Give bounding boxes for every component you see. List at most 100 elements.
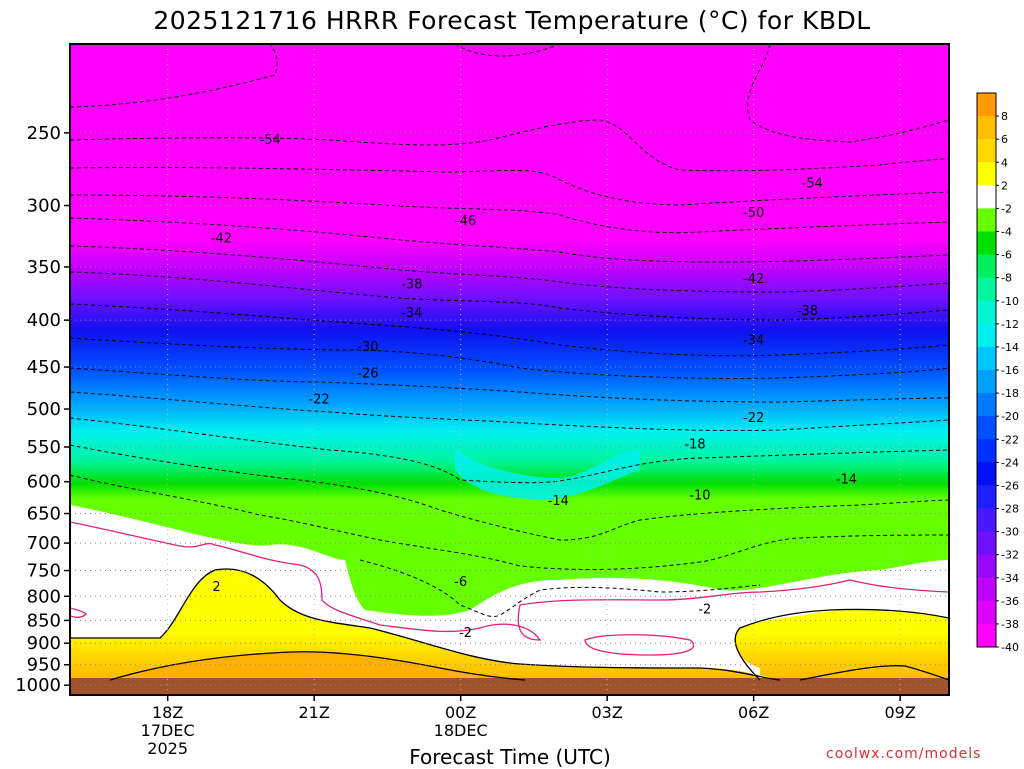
y-tick-label: 900: [27, 633, 61, 654]
warm-contour-line: [734, 608, 949, 681]
contour-line: [747, 44, 949, 143]
contour-label: 2: [212, 580, 220, 595]
colorbar-label: -40: [1001, 641, 1019, 654]
y-tick-label: 550: [27, 437, 61, 458]
contour-label: -22: [308, 393, 329, 408]
colorbar-label: -4: [1001, 226, 1012, 239]
contour-label: -2: [698, 603, 711, 618]
contour-label: -54: [260, 133, 281, 148]
colorbar-label: -26: [1001, 479, 1019, 492]
x-tick-label: 09Z: [885, 703, 916, 722]
contour-line: [70, 119, 949, 172]
colorbar-swatch: [977, 185, 996, 209]
x-tick-sublabel: 17DEC: [141, 721, 195, 740]
contour-line: [70, 245, 949, 293]
colorbar-label: -30: [1001, 526, 1019, 539]
warm-contour-line: [799, 665, 949, 681]
contour-line: [70, 166, 949, 206]
contour-label: -50: [743, 206, 764, 221]
y-tick-label: 300: [27, 196, 61, 217]
y-tick-label: 700: [27, 533, 61, 554]
colorbar-swatch: [977, 323, 996, 348]
colorbar-label: -2: [1001, 202, 1012, 215]
colorbar-label: -14: [1001, 341, 1019, 354]
contour-line: [70, 367, 949, 403]
y-tick-label: 500: [27, 399, 61, 420]
colorbar-swatch: [977, 393, 996, 417]
colorbar-swatch: [977, 416, 996, 440]
colorbar-label: 4: [1001, 156, 1008, 169]
colorbar-swatch: [977, 623, 996, 648]
ground-strip: [70, 678, 949, 695]
contour-label: -38: [401, 278, 422, 293]
credit-link[interactable]: coolwx.com/models: [826, 746, 982, 762]
plot-frame: [69, 43, 950, 696]
colorbar-swatch: [977, 300, 996, 325]
colorbar-swatch: [977, 508, 996, 533]
contour-line: [359, 559, 761, 618]
colorbar-swatch: [977, 93, 996, 117]
colorbar-label: 8: [1001, 110, 1008, 123]
contour-label: -14: [836, 472, 857, 487]
contour-line: [70, 391, 949, 432]
colorbar-label: -16: [1001, 364, 1019, 377]
contour-label: -34: [401, 306, 422, 321]
colorbar-swatch: [977, 485, 996, 509]
freezing-line-edge: [70, 607, 87, 618]
colorbar-swatch: [977, 116, 996, 140]
contour-label: -14: [548, 494, 569, 509]
y-tick-label: 650: [27, 504, 61, 525]
colorbar-swatch: [977, 231, 996, 256]
colorbar-label: -6: [1001, 249, 1012, 262]
contour-label: -42: [211, 231, 232, 246]
warm-contour-line: [70, 568, 781, 681]
y-tick-label: 750: [27, 561, 61, 582]
colorbar-swatch: [977, 554, 996, 579]
contour-line: [70, 44, 278, 108]
x-tick-sublabel: 2025: [147, 739, 188, 758]
colorbar-swatch: [977, 462, 996, 486]
contour-label: -30: [357, 340, 378, 355]
x-axis-title: Forecast Time (UTC): [409, 745, 611, 769]
contour-label: -34: [743, 334, 764, 349]
colorbar-label: -38: [1001, 618, 1019, 631]
colorbar-label: -24: [1001, 456, 1019, 469]
colorbar-swatch: [977, 531, 996, 556]
contour-line: [70, 194, 949, 234]
x-tick-label: 18Z: [152, 703, 183, 722]
colorbar-swatch: [977, 346, 996, 371]
contour-label: -26: [357, 366, 378, 381]
y-tick-label: 400: [27, 310, 61, 331]
y-tick-label: 250: [27, 123, 61, 144]
contour-line: [70, 444, 949, 541]
contour-line: [70, 303, 949, 357]
warm-contour-line: [109, 651, 526, 681]
x-tick-label: 21Z: [299, 703, 330, 722]
contour-label: -18: [684, 437, 705, 452]
y-tick-label: 600: [27, 472, 61, 493]
contour-label: -38: [797, 304, 818, 319]
colorbar-swatch: [977, 277, 996, 302]
x-tick-sublabel: 18DEC: [434, 721, 488, 740]
colorbar-label: -36: [1001, 595, 1019, 608]
contour-line: [70, 271, 949, 321]
contour-label: -6: [454, 575, 467, 590]
colorbar-swatch: [977, 600, 996, 625]
y-tick-label: 850: [27, 610, 61, 631]
colorbar-label: -28: [1001, 503, 1019, 516]
colorbar-label: -8: [1001, 272, 1012, 285]
contour-line: [70, 337, 949, 379]
freezing-line: [70, 521, 949, 641]
colorbar-swatch: [977, 254, 996, 279]
x-tick-label: 06Z: [738, 703, 769, 722]
contour-line: [454, 44, 561, 57]
contour-line: [70, 417, 949, 484]
chart-title: 2025121716 HRRR Forecast Temperature (°C…: [153, 6, 871, 35]
colorbar-label: 6: [1001, 133, 1008, 146]
contour-line: [70, 217, 949, 263]
freezing-line-pocket: [584, 634, 695, 656]
colorbar-swatch: [977, 162, 996, 186]
contour-label: -22: [743, 411, 764, 426]
x-tick-label: 00Z: [445, 703, 476, 722]
